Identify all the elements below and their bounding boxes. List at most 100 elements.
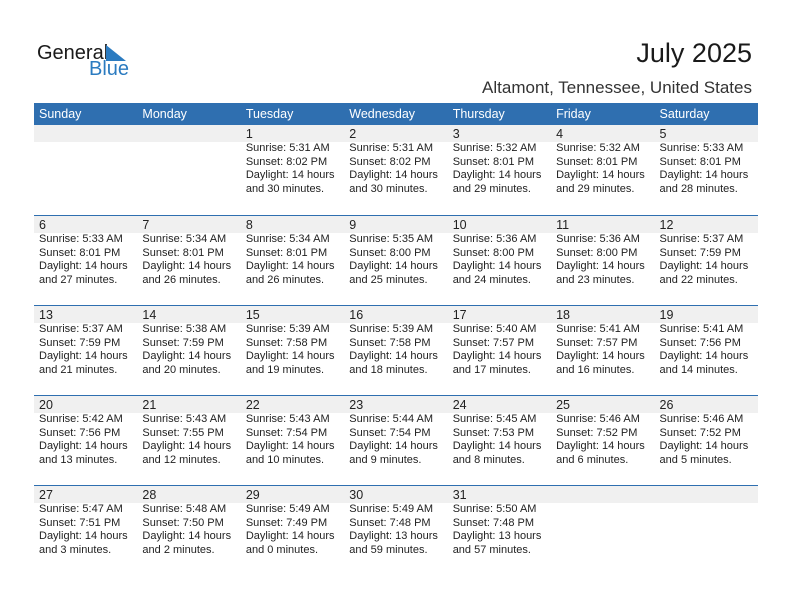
week-row: 6 Sunrise: 5:33 AM Sunset: 8:01 PM Daylight… (34, 215, 758, 305)
weekday-sunday: Sunday (39, 107, 82, 121)
day-cell: 1 Sunrise: 5:31 AM Sunset: 8:02 PM Daylight… (241, 125, 344, 196)
sunrise: Sunrise: 5:43 AM (142, 413, 227, 425)
daylight-minutes: and 26 minutes. (142, 273, 221, 286)
week-row: 27 Sunrise: 5:47 AM Sunset: 7:51 PM Dayligh… (34, 485, 758, 575)
day-number: 4 (556, 127, 564, 141)
day-number: 20 (39, 398, 53, 412)
sunrise: Sunrise: 5:31 AM (245, 142, 330, 154)
day-cell: 29 Sunrise: 5:49 AM Sunset: 7:49 PM Dayligh… (241, 486, 344, 557)
daylight-minutes: and 25 minutes. (349, 273, 428, 286)
day-number-band (34, 306, 758, 323)
day-cell: 15 Sunrise: 5:39 AM Sunset: 7:58 PM Dayligh… (241, 306, 344, 377)
day-cell: 18 Sunrise: 5:41 AM Sunset: 7:57 PM Dayligh… (551, 306, 654, 377)
daylight: Daylight: 14 hours (659, 169, 749, 181)
sunrise: Sunrise: 5:44 AM (349, 413, 434, 425)
sunrise: Sunrise: 5:33 AM (659, 142, 744, 154)
sunset: Sunset: 7:56 PM (39, 426, 121, 439)
daylight: Daylight: 14 hours (349, 350, 438, 362)
sunrise: Sunrise: 5:50 AM (452, 503, 537, 515)
daylight: Daylight: 14 hours (39, 260, 128, 272)
daylight-minutes: and 20 minutes. (142, 363, 221, 376)
sunrise: Sunrise: 5:46 AM (556, 413, 640, 425)
day-number: 24 (452, 398, 467, 412)
daylight-minutes: and 29 minutes. (452, 182, 531, 195)
day-cell: 24 Sunrise: 5:45 AM Sunset: 7:53 PM Dayligh… (448, 396, 551, 467)
day-number: 11 (556, 218, 570, 232)
sunrise: Sunrise: 5:39 AM (245, 323, 330, 335)
daylight-minutes: and 12 minutes. (142, 453, 221, 466)
sunset: Sunset: 7:48 PM (349, 516, 431, 529)
day-number: 17 (452, 308, 467, 322)
sunset: Sunset: 7:56 PM (659, 336, 741, 349)
day-cell: 21 Sunrise: 5:43 AM Sunset: 7:55 PM Dayligh… (137, 396, 240, 467)
daylight-minutes: and 29 minutes. (556, 182, 635, 195)
daylight: Daylight: 14 hours (39, 350, 128, 362)
day-number: 1 (245, 127, 253, 141)
daylight: Daylight: 14 hours (39, 530, 128, 542)
daylight-minutes: and 22 minutes. (659, 273, 738, 286)
daylight-minutes: and 28 minutes. (659, 182, 738, 195)
week-row: 20 Sunrise: 5:42 AM Sunset: 7:56 PM Dayligh… (34, 395, 758, 485)
daylight: Daylight: 14 hours (39, 440, 128, 452)
day-cell: 30 Sunrise: 5:49 AM Sunset: 7:48 PM Dayligh… (344, 486, 447, 557)
sunrise: Sunrise: 5:45 AM (452, 413, 537, 425)
location: Altamont, Tennessee, United States (482, 78, 752, 97)
sunset: Sunset: 7:51 PM (39, 516, 121, 529)
sunset: Sunset: 8:00 PM (452, 246, 535, 259)
daylight-minutes: and 3 minutes. (39, 543, 112, 556)
empty-cell (137, 125, 240, 196)
daylight-minutes: and 10 minutes. (245, 453, 325, 466)
day-cell: 12 Sunrise: 5:37 AM Sunset: 7:59 PM Dayligh… (655, 216, 758, 287)
sunrise: Sunrise: 5:32 AM (556, 142, 640, 154)
sunset: Sunset: 7:58 PM (245, 336, 328, 349)
day-number: 6 (39, 218, 46, 232)
daylight: Daylight: 13 hours (452, 530, 542, 542)
day-number: 3 (452, 127, 460, 141)
day-cell: 7 Sunrise: 5:34 AM Sunset: 8:01 PM Daylight… (137, 216, 240, 287)
weekday-header: Sunday Monday Tuesday Wednesday Thursday Frid… (34, 103, 758, 125)
daylight: Daylight: 14 hours (452, 350, 542, 362)
sunset: Sunset: 7:50 PM (142, 516, 224, 529)
day-number: 26 (659, 398, 674, 412)
sunset: Sunset: 7:52 PM (556, 426, 638, 439)
day-cell: 11 Sunrise: 5:36 AM Sunset: 8:00 PM Dayligh… (551, 216, 654, 287)
weekday-wednesday: Wednesday (349, 107, 416, 121)
sunset: Sunset: 8:02 PM (245, 155, 328, 168)
day-number: 9 (349, 218, 357, 232)
day-number: 14 (142, 308, 157, 322)
sunset: Sunset: 8:00 PM (556, 246, 638, 259)
day-number: 21 (142, 398, 157, 412)
sunrise: Sunrise: 5:37 AM (39, 323, 123, 335)
daylight-minutes: and 0 minutes. (245, 543, 318, 556)
daylight: Daylight: 14 hours (349, 169, 438, 181)
weekday-thursday: Thursday (452, 107, 505, 121)
day-number: 13 (39, 308, 53, 322)
sunrise: Sunrise: 5:36 AM (452, 233, 537, 245)
daylight-minutes: and 14 minutes. (659, 363, 738, 376)
sunrise: Sunrise: 5:43 AM (245, 413, 330, 425)
daylight-minutes: and 13 minutes. (39, 453, 118, 466)
day-cell: 14 Sunrise: 5:38 AM Sunset: 7:59 PM Dayligh… (137, 306, 240, 377)
daylight: Daylight: 14 hours (452, 260, 542, 272)
sunset: Sunset: 7:54 PM (349, 426, 431, 439)
daylight: Daylight: 14 hours (556, 260, 645, 272)
week-row: 13 Sunrise: 5:37 AM Sunset: 7:59 PM Dayligh… (34, 305, 758, 395)
daylight-minutes: and 17 minutes. (452, 363, 531, 376)
day-number: 27 (39, 488, 53, 502)
logo-general: General (37, 42, 109, 64)
sunset: Sunset: 8:01 PM (659, 155, 741, 168)
day-number-band (34, 125, 758, 142)
sunset: Sunset: 7:57 PM (556, 336, 638, 349)
day-number-band (34, 216, 758, 233)
daylight: Daylight: 14 hours (349, 440, 438, 452)
daylight: Daylight: 14 hours (245, 169, 335, 181)
sunrise: Sunrise: 5:47 AM (39, 503, 123, 515)
daylight-minutes: and 26 minutes. (245, 273, 325, 286)
empty-cell (655, 486, 758, 557)
sunset: Sunset: 7:48 PM (452, 516, 535, 529)
sunrise: Sunrise: 5:39 AM (349, 323, 434, 335)
week-row: 1 Sunrise: 5:31 AM Sunset: 8:02 PM Daylight… (34, 125, 758, 215)
sunrise: Sunrise: 5:38 AM (142, 323, 227, 335)
daylight-minutes: and 57 minutes. (452, 543, 531, 556)
daylight: Daylight: 14 hours (659, 350, 749, 362)
